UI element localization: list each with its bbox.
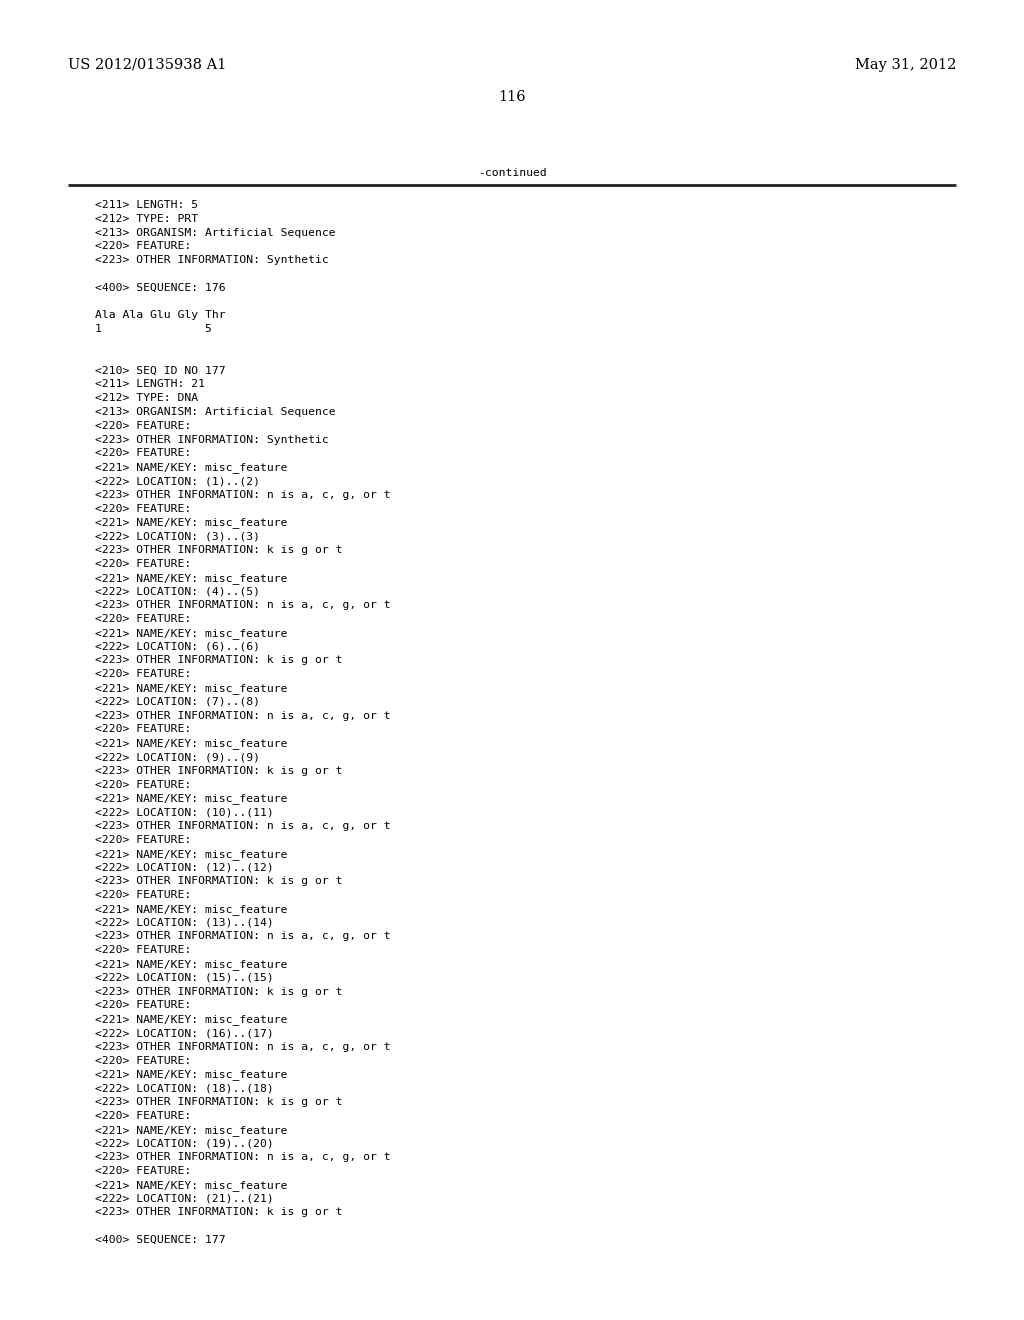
- Text: <221> NAME/KEY: misc_feature: <221> NAME/KEY: misc_feature: [95, 517, 288, 528]
- Text: <223> OTHER INFORMATION: n is a, c, g, or t: <223> OTHER INFORMATION: n is a, c, g, o…: [95, 601, 390, 610]
- Text: <223> OTHER INFORMATION: n is a, c, g, or t: <223> OTHER INFORMATION: n is a, c, g, o…: [95, 821, 390, 832]
- Text: <223> OTHER INFORMATION: k is g or t: <223> OTHER INFORMATION: k is g or t: [95, 1208, 342, 1217]
- Text: <222> LOCATION: (18)..(18): <222> LOCATION: (18)..(18): [95, 1084, 273, 1093]
- Text: <223> OTHER INFORMATION: Synthetic: <223> OTHER INFORMATION: Synthetic: [95, 434, 329, 445]
- Text: <400> SEQUENCE: 177: <400> SEQUENCE: 177: [95, 1236, 225, 1245]
- Text: <221> NAME/KEY: misc_feature: <221> NAME/KEY: misc_feature: [95, 1069, 288, 1080]
- Text: <223> OTHER INFORMATION: k is g or t: <223> OTHER INFORMATION: k is g or t: [95, 656, 342, 665]
- Text: <222> LOCATION: (1)..(2): <222> LOCATION: (1)..(2): [95, 477, 260, 486]
- Text: <220> FEATURE:: <220> FEATURE:: [95, 1001, 191, 1010]
- Text: <220> FEATURE:: <220> FEATURE:: [95, 945, 191, 956]
- Text: <223> OTHER INFORMATION: k is g or t: <223> OTHER INFORMATION: k is g or t: [95, 766, 342, 776]
- Text: <221> NAME/KEY: misc_feature: <221> NAME/KEY: misc_feature: [95, 738, 288, 750]
- Text: <212> TYPE: DNA: <212> TYPE: DNA: [95, 393, 198, 403]
- Text: <212> TYPE: PRT: <212> TYPE: PRT: [95, 214, 198, 224]
- Text: <221> NAME/KEY: misc_feature: <221> NAME/KEY: misc_feature: [95, 628, 288, 639]
- Text: <223> OTHER INFORMATION: n is a, c, g, or t: <223> OTHER INFORMATION: n is a, c, g, o…: [95, 1152, 390, 1162]
- Text: <221> NAME/KEY: misc_feature: <221> NAME/KEY: misc_feature: [95, 849, 288, 859]
- Text: 1               5: 1 5: [95, 325, 212, 334]
- Text: <400> SEQUENCE: 176: <400> SEQUENCE: 176: [95, 282, 225, 293]
- Text: US 2012/0135938 A1: US 2012/0135938 A1: [68, 58, 226, 73]
- Text: <222> LOCATION: (21)..(21): <222> LOCATION: (21)..(21): [95, 1193, 273, 1204]
- Text: <210> SEQ ID NO 177: <210> SEQ ID NO 177: [95, 366, 225, 376]
- Text: <220> FEATURE:: <220> FEATURE:: [95, 558, 191, 569]
- Text: 116: 116: [499, 90, 525, 104]
- Text: <221> NAME/KEY: misc_feature: <221> NAME/KEY: misc_feature: [95, 904, 288, 915]
- Text: <222> LOCATION: (13)..(14): <222> LOCATION: (13)..(14): [95, 917, 273, 928]
- Text: <220> FEATURE:: <220> FEATURE:: [95, 504, 191, 513]
- Text: <222> LOCATION: (15)..(15): <222> LOCATION: (15)..(15): [95, 973, 273, 983]
- Text: <220> FEATURE:: <220> FEATURE:: [95, 449, 191, 458]
- Text: <220> FEATURE:: <220> FEATURE:: [95, 1056, 191, 1065]
- Text: <222> LOCATION: (3)..(3): <222> LOCATION: (3)..(3): [95, 531, 260, 541]
- Text: <223> OTHER INFORMATION: k is g or t: <223> OTHER INFORMATION: k is g or t: [95, 986, 342, 997]
- Text: <220> FEATURE:: <220> FEATURE:: [95, 890, 191, 900]
- Text: <223> OTHER INFORMATION: k is g or t: <223> OTHER INFORMATION: k is g or t: [95, 545, 342, 554]
- Text: <221> NAME/KEY: misc_feature: <221> NAME/KEY: misc_feature: [95, 1180, 288, 1191]
- Text: <220> FEATURE:: <220> FEATURE:: [95, 421, 191, 430]
- Text: <211> LENGTH: 21: <211> LENGTH: 21: [95, 379, 205, 389]
- Text: <222> LOCATION: (10)..(11): <222> LOCATION: (10)..(11): [95, 808, 273, 817]
- Text: -continued: -continued: [477, 168, 547, 178]
- Text: <220> FEATURE:: <220> FEATURE:: [95, 834, 191, 845]
- Text: <222> LOCATION: (4)..(5): <222> LOCATION: (4)..(5): [95, 586, 260, 597]
- Text: <222> LOCATION: (9)..(9): <222> LOCATION: (9)..(9): [95, 752, 260, 762]
- Text: <223> OTHER INFORMATION: Synthetic: <223> OTHER INFORMATION: Synthetic: [95, 255, 329, 265]
- Text: <221> NAME/KEY: misc_feature: <221> NAME/KEY: misc_feature: [95, 1014, 288, 1026]
- Text: <220> FEATURE:: <220> FEATURE:: [95, 242, 191, 251]
- Text: <221> NAME/KEY: misc_feature: <221> NAME/KEY: misc_feature: [95, 462, 288, 473]
- Text: <221> NAME/KEY: misc_feature: <221> NAME/KEY: misc_feature: [95, 960, 288, 970]
- Text: <221> NAME/KEY: misc_feature: <221> NAME/KEY: misc_feature: [95, 793, 288, 804]
- Text: <220> FEATURE:: <220> FEATURE:: [95, 780, 191, 789]
- Text: <223> OTHER INFORMATION: k is g or t: <223> OTHER INFORMATION: k is g or t: [95, 876, 342, 886]
- Text: <213> ORGANISM: Artificial Sequence: <213> ORGANISM: Artificial Sequence: [95, 227, 336, 238]
- Text: <223> OTHER INFORMATION: n is a, c, g, or t: <223> OTHER INFORMATION: n is a, c, g, o…: [95, 932, 390, 941]
- Text: <222> LOCATION: (16)..(17): <222> LOCATION: (16)..(17): [95, 1028, 273, 1038]
- Text: <213> ORGANISM: Artificial Sequence: <213> ORGANISM: Artificial Sequence: [95, 407, 336, 417]
- Text: <222> LOCATION: (7)..(8): <222> LOCATION: (7)..(8): [95, 697, 260, 706]
- Text: <223> OTHER INFORMATION: n is a, c, g, or t: <223> OTHER INFORMATION: n is a, c, g, o…: [95, 490, 390, 500]
- Text: Ala Ala Glu Gly Thr: Ala Ala Glu Gly Thr: [95, 310, 225, 321]
- Text: <223> OTHER INFORMATION: n is a, c, g, or t: <223> OTHER INFORMATION: n is a, c, g, o…: [95, 1041, 390, 1052]
- Text: <221> NAME/KEY: misc_feature: <221> NAME/KEY: misc_feature: [95, 682, 288, 694]
- Text: <222> LOCATION: (6)..(6): <222> LOCATION: (6)..(6): [95, 642, 260, 652]
- Text: <220> FEATURE:: <220> FEATURE:: [95, 725, 191, 734]
- Text: <221> NAME/KEY: misc_feature: <221> NAME/KEY: misc_feature: [95, 1125, 288, 1135]
- Text: <223> OTHER INFORMATION: n is a, c, g, or t: <223> OTHER INFORMATION: n is a, c, g, o…: [95, 710, 390, 721]
- Text: <220> FEATURE:: <220> FEATURE:: [95, 1111, 191, 1121]
- Text: <221> NAME/KEY: misc_feature: <221> NAME/KEY: misc_feature: [95, 573, 288, 583]
- Text: <222> LOCATION: (12)..(12): <222> LOCATION: (12)..(12): [95, 862, 273, 873]
- Text: <220> FEATURE:: <220> FEATURE:: [95, 1166, 191, 1176]
- Text: <222> LOCATION: (19)..(20): <222> LOCATION: (19)..(20): [95, 1138, 273, 1148]
- Text: <220> FEATURE:: <220> FEATURE:: [95, 669, 191, 680]
- Text: <223> OTHER INFORMATION: k is g or t: <223> OTHER INFORMATION: k is g or t: [95, 1097, 342, 1107]
- Text: May 31, 2012: May 31, 2012: [855, 58, 956, 73]
- Text: <211> LENGTH: 5: <211> LENGTH: 5: [95, 201, 198, 210]
- Text: <220> FEATURE:: <220> FEATURE:: [95, 614, 191, 624]
